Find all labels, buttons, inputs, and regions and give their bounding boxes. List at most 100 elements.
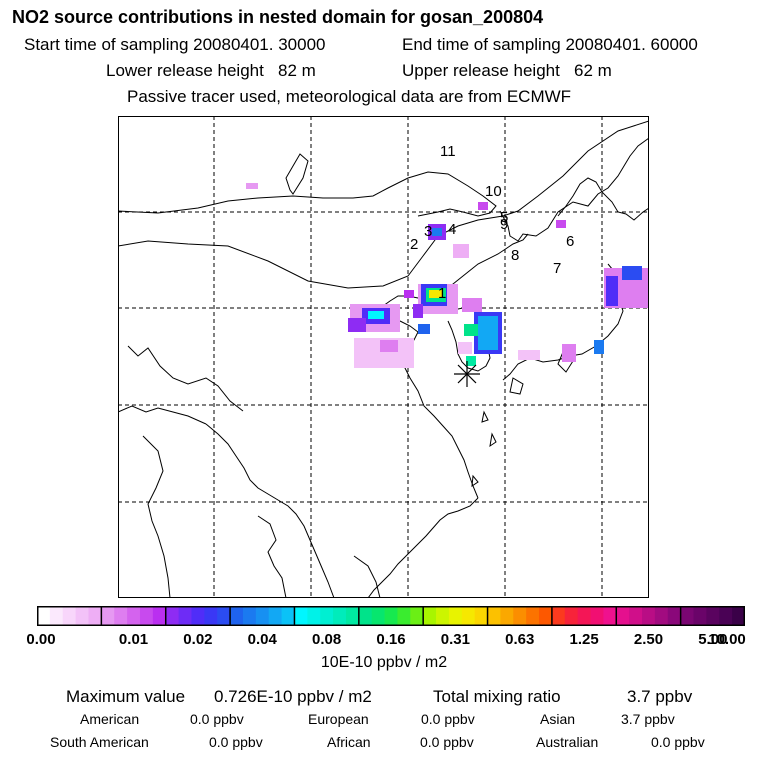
colorbar-swatch: [75, 606, 89, 626]
graticule: [118, 116, 649, 598]
colorbar-swatch: [461, 606, 476, 626]
region-value-american: 0.0 ppbv: [190, 711, 244, 727]
colorbar-swatch: [474, 606, 488, 626]
chart-title: NO2 source contributions in nested domai…: [12, 7, 544, 27]
trajectory-labels: 11 10 5 9 6 8 7 1 2 3 4: [410, 143, 574, 302]
colorbar-swatch: [371, 606, 385, 626]
region-name-african: African: [327, 734, 371, 750]
region-name-south-american: South American: [50, 734, 149, 750]
lower-release-height: Lower release height 82 m: [106, 61, 316, 80]
trajectory-label-7: 7: [553, 260, 561, 277]
trajectory-label-8: 8: [511, 247, 519, 264]
colorbar-swatch: [217, 606, 231, 626]
colorbar-swatch: [654, 606, 669, 626]
colorbar-swatch: [114, 606, 128, 626]
total-value: 3.7 ppbv: [627, 687, 693, 706]
colorbar-swatch: [242, 606, 257, 626]
colorbar-tick-label: 0.02: [183, 631, 213, 648]
trajectory-label-11: 11: [440, 143, 456, 160]
tracer-note: Passive tracer used, meteorological data…: [127, 87, 572, 106]
colorbar-swatch: [49, 606, 64, 626]
colorbar-swatch: [333, 606, 347, 626]
colorbar-swatch: [281, 606, 295, 626]
region-name-european: European: [308, 711, 369, 727]
trajectory-label-5: 5: [500, 209, 508, 226]
colorbar-tick-label: 0.31: [440, 631, 470, 648]
colorbar-tick-label: 0.08: [312, 631, 342, 648]
colorbar-swatch: [358, 606, 373, 626]
colorbar-tick-label: 5.00: [698, 631, 728, 648]
colorbar-swatch: [719, 606, 733, 626]
max-value: 0.726E-10 ppbv / m2: [214, 687, 372, 706]
colorbar-border: [37, 606, 745, 626]
upper-release-height: Upper release height 62 m: [402, 61, 612, 80]
colorbar-swatch: [37, 606, 51, 626]
trajectory-label-2: 2: [410, 236, 418, 253]
start-time: Start time of sampling 20080401. 30000: [24, 35, 326, 54]
colorbar-swatch: [616, 606, 630, 626]
region-value-australian: 0.0 ppbv: [651, 734, 705, 750]
colorbar: [37, 606, 745, 626]
trajectory-label-1: 1: [438, 285, 446, 302]
colorbar-swatch: [268, 606, 282, 626]
region-name-australian: Australian: [536, 734, 599, 750]
colorbar-swatch: [255, 606, 270, 626]
colorbar-swatch: [139, 606, 154, 626]
region-value-european: 0.0 ppbv: [421, 711, 475, 727]
colorbar-swatch: [539, 606, 553, 626]
colorbar-swatch: [178, 606, 192, 626]
colorbar-swatch: [436, 606, 450, 626]
colorbar-swatch: [680, 606, 694, 626]
colorbar-swatch: [294, 606, 308, 626]
colorbar-swatch: [487, 606, 501, 626]
colorbar-tick-label: 2.50: [633, 631, 664, 648]
end-time: End time of sampling 20080401. 60000: [402, 35, 698, 54]
colorbar-swatch: [526, 606, 540, 626]
colorbar-swatch: [165, 606, 179, 626]
map-panel: 11 10 5 9 6 8 7 1 2 3 4: [118, 116, 649, 598]
colorbar-units: 10E-10 ppbv / m2: [320, 654, 448, 671]
colorbar-swatch: [642, 606, 656, 626]
trajectory-label-9: 9: [500, 216, 508, 233]
region-value-african: 0.0 ppbv: [420, 734, 474, 750]
colorbar-swatch: [423, 606, 437, 626]
colorbar-swatch: [732, 606, 745, 626]
colorbar-swatch: [513, 606, 527, 626]
colorbar-swatch: [577, 606, 591, 626]
receptor-star-icon: [454, 361, 480, 387]
colorbar-swatch: [629, 606, 643, 626]
colorbar-tick-label: 0.16: [376, 631, 406, 648]
total-label: Total mixing ratio: [433, 687, 561, 706]
colorbar-tick-label: 0.63: [505, 631, 535, 648]
colorbar-tick-label: 1.25: [569, 631, 599, 648]
colorbar-swatch: [706, 606, 720, 626]
colorbar-swatch: [448, 606, 463, 626]
colorbar-tick-label: 0.01: [118, 631, 149, 648]
max-label: Maximum value: [66, 687, 186, 706]
colorbar-tick-label: 0.00: [26, 631, 56, 648]
colorbar-swatch: [230, 606, 244, 626]
colorbar-swatch: [590, 606, 604, 626]
region-name-american: American: [80, 711, 140, 727]
colorbar-swatch: [204, 606, 218, 626]
colorbar-swatch: [564, 606, 579, 626]
colorbar-swatch: [667, 606, 682, 626]
colorbar-swatch: [320, 606, 334, 626]
region-value-south-american: 0.0 ppbv: [209, 734, 263, 750]
colorbar-tick-label: 10.00: [708, 631, 746, 648]
region-name-asian: Asian: [540, 711, 576, 727]
colorbar-swatch: [101, 606, 115, 626]
colorbar-swatch: [127, 606, 141, 626]
colorbar-swatch: [384, 606, 398, 626]
colorbar-swatch: [191, 606, 205, 626]
no2-contribution-field: [246, 183, 648, 368]
colorbar-tick-label: 0.04: [247, 631, 277, 648]
colorbar-swatch: [88, 606, 102, 626]
colorbar-swatch: [693, 606, 707, 626]
colorbar-swatch: [410, 606, 424, 626]
colorbar-swatch: [603, 606, 617, 626]
trajectory-label-6: 6: [566, 233, 574, 250]
colorbar-swatch: [152, 606, 167, 626]
trajectory-label-10: 10: [485, 183, 502, 200]
trajectory-label-3: 3: [424, 223, 432, 240]
